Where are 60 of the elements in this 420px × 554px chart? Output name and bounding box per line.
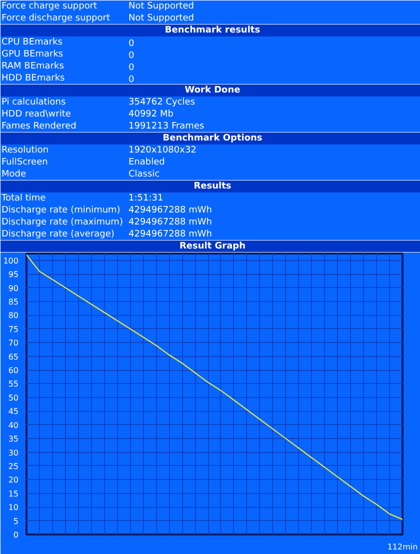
text: Discharge rate (average) <box>2 230 114 240</box>
y-tick-label: 60 <box>8 366 19 376</box>
text: Not Supported <box>128 14 194 24</box>
y-tick-label: 30 <box>8 448 19 458</box>
text: FullScreen <box>2 158 48 168</box>
text: Fames Rendered <box>2 122 76 132</box>
y-tick-label: 90 <box>8 284 19 293</box>
y-tick-label: 20 <box>8 476 19 485</box>
y-tick-label: 5 <box>13 516 19 526</box>
y-tick-label: 65 <box>8 352 19 362</box>
text: Resolution <box>2 146 49 156</box>
y-tick-label: 95 <box>8 270 19 280</box>
y-tick-label: 55 <box>8 380 19 389</box>
text: 4294967288 mWh <box>128 206 212 216</box>
text: Discharge rate (maximum) <box>2 218 123 228</box>
text: Force discharge support <box>2 14 110 24</box>
y-tick-label: 50 <box>8 393 19 402</box>
y-tick-label: 35 <box>8 434 19 444</box>
text: GPU BEmarks <box>2 50 64 60</box>
text: Enabled <box>128 158 165 168</box>
text: 40992 Mb <box>128 110 174 120</box>
y-tick-label: 15 <box>8 489 19 498</box>
y-tick-label: 40 <box>8 420 19 430</box>
text: Classic <box>128 170 160 180</box>
y-tick-label: 85 <box>8 297 19 306</box>
text: Pi calculations <box>2 98 66 108</box>
text: Results <box>194 182 232 192</box>
text: Mode <box>2 170 26 180</box>
line-series <box>26 254 402 520</box>
y-tick-label: 70 <box>8 338 19 348</box>
text: Work Done <box>184 86 240 96</box>
text: Force charge support <box>2 2 98 12</box>
text: 1920x1080x32 <box>128 146 196 156</box>
y-tick-label: 25 <box>8 462 19 471</box>
text: HDD read\write <box>2 110 72 120</box>
text: 4294967288 mWh <box>128 230 212 240</box>
text: Not Supported <box>128 2 194 12</box>
y-tick-label: 45 <box>8 407 19 416</box>
text: Benchmark results <box>164 26 260 36</box>
text: HDD BEmarks <box>2 74 66 84</box>
text: 1:51:31 <box>128 194 164 204</box>
chart-title: Result Graph <box>179 242 246 252</box>
text: RAM BEmarks <box>2 62 64 72</box>
text: Total time <box>0 194 46 204</box>
y-tick-label: 80 <box>8 311 19 320</box>
text: 0 <box>128 39 134 49</box>
y-tick-label: 100 <box>3 256 19 266</box>
text: 0 <box>128 51 134 61</box>
text: 4294967288 mWh <box>128 218 212 228</box>
text: 0 <box>128 63 134 73</box>
y-tick-label: 0 <box>13 530 19 540</box>
text: 354762 Cycles <box>128 98 196 108</box>
text: CPU BEmarks <box>2 38 63 48</box>
x-tick-label: 112min <box>387 542 418 552</box>
text: 0 <box>128 75 134 85</box>
y-tick-label: 75 <box>8 324 19 334</box>
text: Discharge rate (minimum) <box>2 206 120 216</box>
text: Benchmark Options <box>162 134 262 144</box>
text: 1991213 Frames <box>128 122 204 132</box>
y-tick-label: 10 <box>8 503 19 512</box>
